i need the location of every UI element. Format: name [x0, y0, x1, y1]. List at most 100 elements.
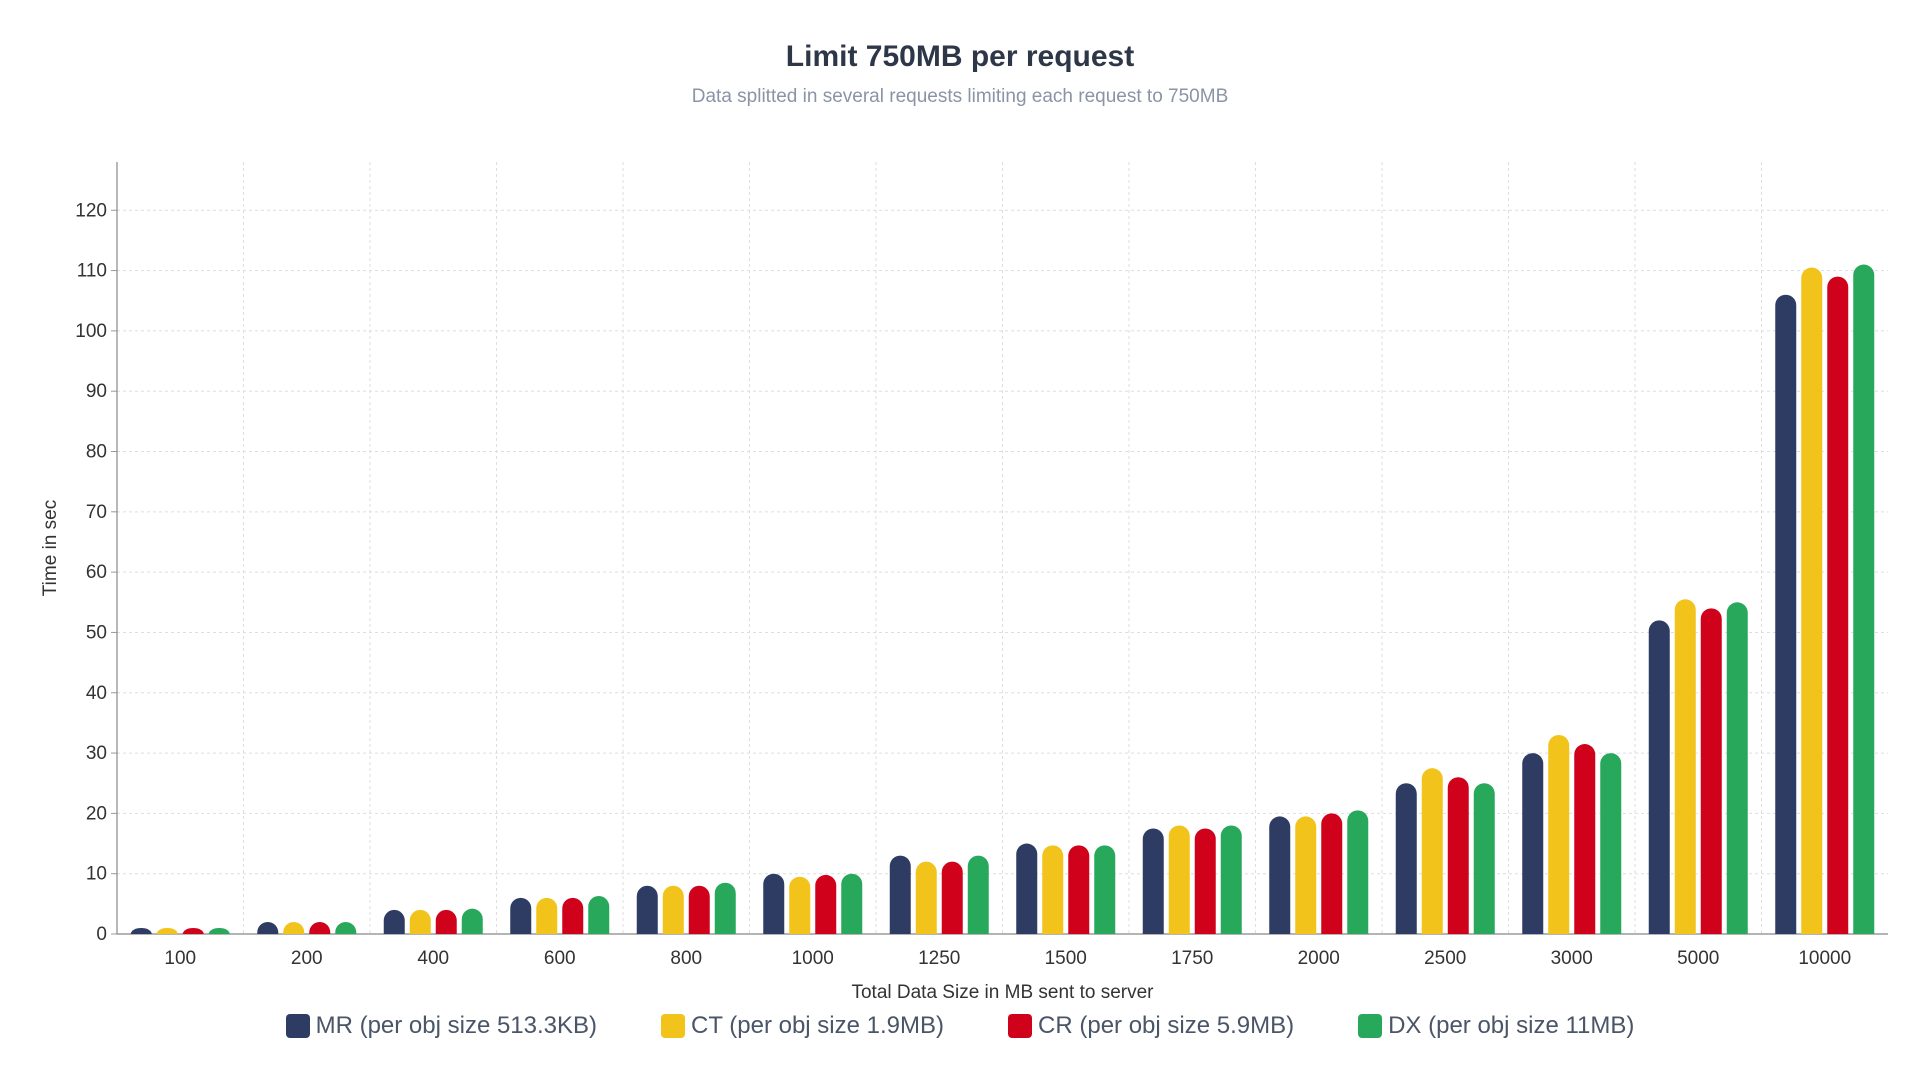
bar-dx-5000: [1726, 602, 1748, 934]
y-axis-title: Time in sec: [40, 500, 61, 596]
y-tick-label: 90: [86, 381, 107, 402]
x-axis-title: Total Data Size in MB sent to server: [851, 982, 1154, 1000]
x-tick-label: 2500: [1424, 948, 1466, 969]
bar-cr-1250: [941, 861, 963, 934]
y-tick-label: 10: [86, 864, 107, 885]
bar-dx-1500: [1094, 845, 1116, 934]
bar-cr-5000: [1700, 608, 1722, 934]
bar-ct-1750: [1168, 825, 1190, 934]
x-tick-label: 600: [544, 948, 576, 969]
y-tick-label: 70: [86, 502, 107, 523]
bar-ct-800: [662, 885, 684, 934]
legend-label-mr: MR (per obj size 513.3KB): [315, 1012, 598, 1039]
chart-subtitle: Data splitted in several requests limiti…: [691, 86, 1229, 107]
bar-cr-2000: [1321, 813, 1343, 934]
x-tick-label: 1000: [792, 948, 834, 969]
legend-item-ct[interactable]: CT (per obj size 1.9MB): [661, 1012, 944, 1040]
bar-ct-10000: [1801, 267, 1823, 934]
chart-title: Limit 750MB per request: [785, 40, 1135, 73]
bar-mr-600: [510, 897, 532, 934]
x-tick-label: 2000: [1298, 948, 1340, 969]
x-tick-label: 100: [164, 948, 196, 969]
bar-cr-2500: [1447, 777, 1469, 934]
legend-label-dx: DX (per obj size 11MB): [1388, 1012, 1635, 1039]
bar-dx-3000: [1600, 753, 1622, 934]
bar-dx-600: [588, 896, 610, 934]
bar-mr-5000: [1648, 620, 1670, 934]
bar-mr-1000: [763, 873, 785, 934]
x-tick-label: 1500: [1045, 948, 1087, 969]
x-tick-label: 200: [291, 948, 323, 969]
legend-item-cr[interactable]: CR (per obj size 5.9MB): [1008, 1012, 1294, 1040]
legend-swatch-ct: [661, 1014, 686, 1038]
x-tick-label: 400: [417, 948, 449, 969]
bar-cr-100: [182, 927, 204, 934]
bar-ct-5000: [1674, 599, 1696, 934]
bar-dx-800: [714, 882, 736, 934]
bar-cr-3000: [1574, 744, 1596, 934]
bar-ct-2500: [1421, 768, 1443, 934]
x-tick-label: 10000: [1798, 948, 1851, 969]
legend-swatch-dx: [1358, 1014, 1383, 1038]
bar-cr-400: [435, 909, 457, 934]
x-tick-label: 3000: [1551, 948, 1593, 969]
bar-mr-400: [383, 909, 405, 934]
legend-label-cr: CR (per obj size 5.9MB): [1038, 1012, 1295, 1039]
y-tick-label: 120: [75, 200, 107, 221]
bar-mr-1250: [889, 855, 911, 934]
bar-cr-1500: [1068, 845, 1090, 934]
bar-cr-200: [309, 921, 331, 934]
bar-chart: 0 10 20 30 40 50 60 70 80 90 100 110 120 100 200 400 600…: [40, 162, 1888, 1000]
bar-ct-1250: [915, 861, 937, 934]
y-tick-label: 40: [86, 683, 107, 704]
y-tick-label: 50: [86, 622, 107, 643]
bar-dx-10000: [1853, 264, 1875, 934]
bar-ct-600: [536, 897, 558, 934]
y-tick-label: 0: [96, 924, 107, 945]
bar-cr-1000: [815, 874, 837, 934]
y-tick-label: 20: [86, 803, 107, 824]
bar-cr-800: [688, 885, 710, 934]
bar-mr-1500: [1016, 843, 1038, 934]
x-tick-label: 1750: [1171, 948, 1213, 969]
bar-ct-2000: [1295, 816, 1317, 934]
bar-ct-100: [156, 927, 178, 934]
legend-item-dx[interactable]: DX (per obj size 11MB): [1358, 1012, 1634, 1040]
bar-cr-600: [562, 897, 584, 934]
x-tick-label: 1250: [918, 948, 960, 969]
chart-legend: MR (per obj size 513.3KB) CT (per obj si…: [0, 1012, 1920, 1040]
y-tick-label: 80: [86, 442, 107, 463]
bar-mr-10000: [1775, 294, 1797, 934]
bar-mr-800: [636, 885, 658, 934]
bar-mr-2500: [1395, 783, 1417, 934]
legend-swatch-mr: [285, 1014, 310, 1038]
legend-label-ct: CT (per obj size 1.9MB): [691, 1012, 945, 1039]
bar-dx-1750: [1220, 825, 1242, 934]
legend-swatch-cr: [1008, 1014, 1033, 1038]
bar-dx-1000: [841, 873, 863, 934]
bar-mr-3000: [1522, 753, 1544, 934]
bar-ct-1500: [1042, 845, 1064, 934]
legend-item-mr[interactable]: MR (per obj size 513.3KB): [285, 1012, 598, 1040]
bar-mr-200: [257, 921, 279, 934]
bar-mr-100: [130, 927, 152, 934]
bar-dx-2000: [1347, 810, 1369, 934]
bar-cr-10000: [1827, 276, 1849, 934]
bar-dx-200: [335, 921, 357, 934]
x-tick-label: 5000: [1677, 948, 1719, 969]
bar-dx-100: [208, 927, 230, 934]
bar-ct-200: [283, 921, 305, 934]
bar-mr-1750: [1142, 828, 1164, 934]
bar-dx-2500: [1473, 783, 1495, 934]
y-tick-label: 110: [77, 261, 107, 282]
y-tick-label: 30: [86, 743, 107, 764]
bar-dx-400: [461, 908, 483, 934]
bar-dx-1250: [967, 855, 989, 934]
bar-ct-1000: [789, 876, 811, 934]
bar-mr-2000: [1269, 816, 1291, 934]
bar-ct-400: [409, 909, 431, 934]
bar-cr-1750: [1194, 828, 1216, 934]
x-tick-label: 800: [670, 948, 702, 969]
y-tick-label: 60: [86, 562, 107, 583]
y-tick-label: 100: [75, 321, 107, 342]
